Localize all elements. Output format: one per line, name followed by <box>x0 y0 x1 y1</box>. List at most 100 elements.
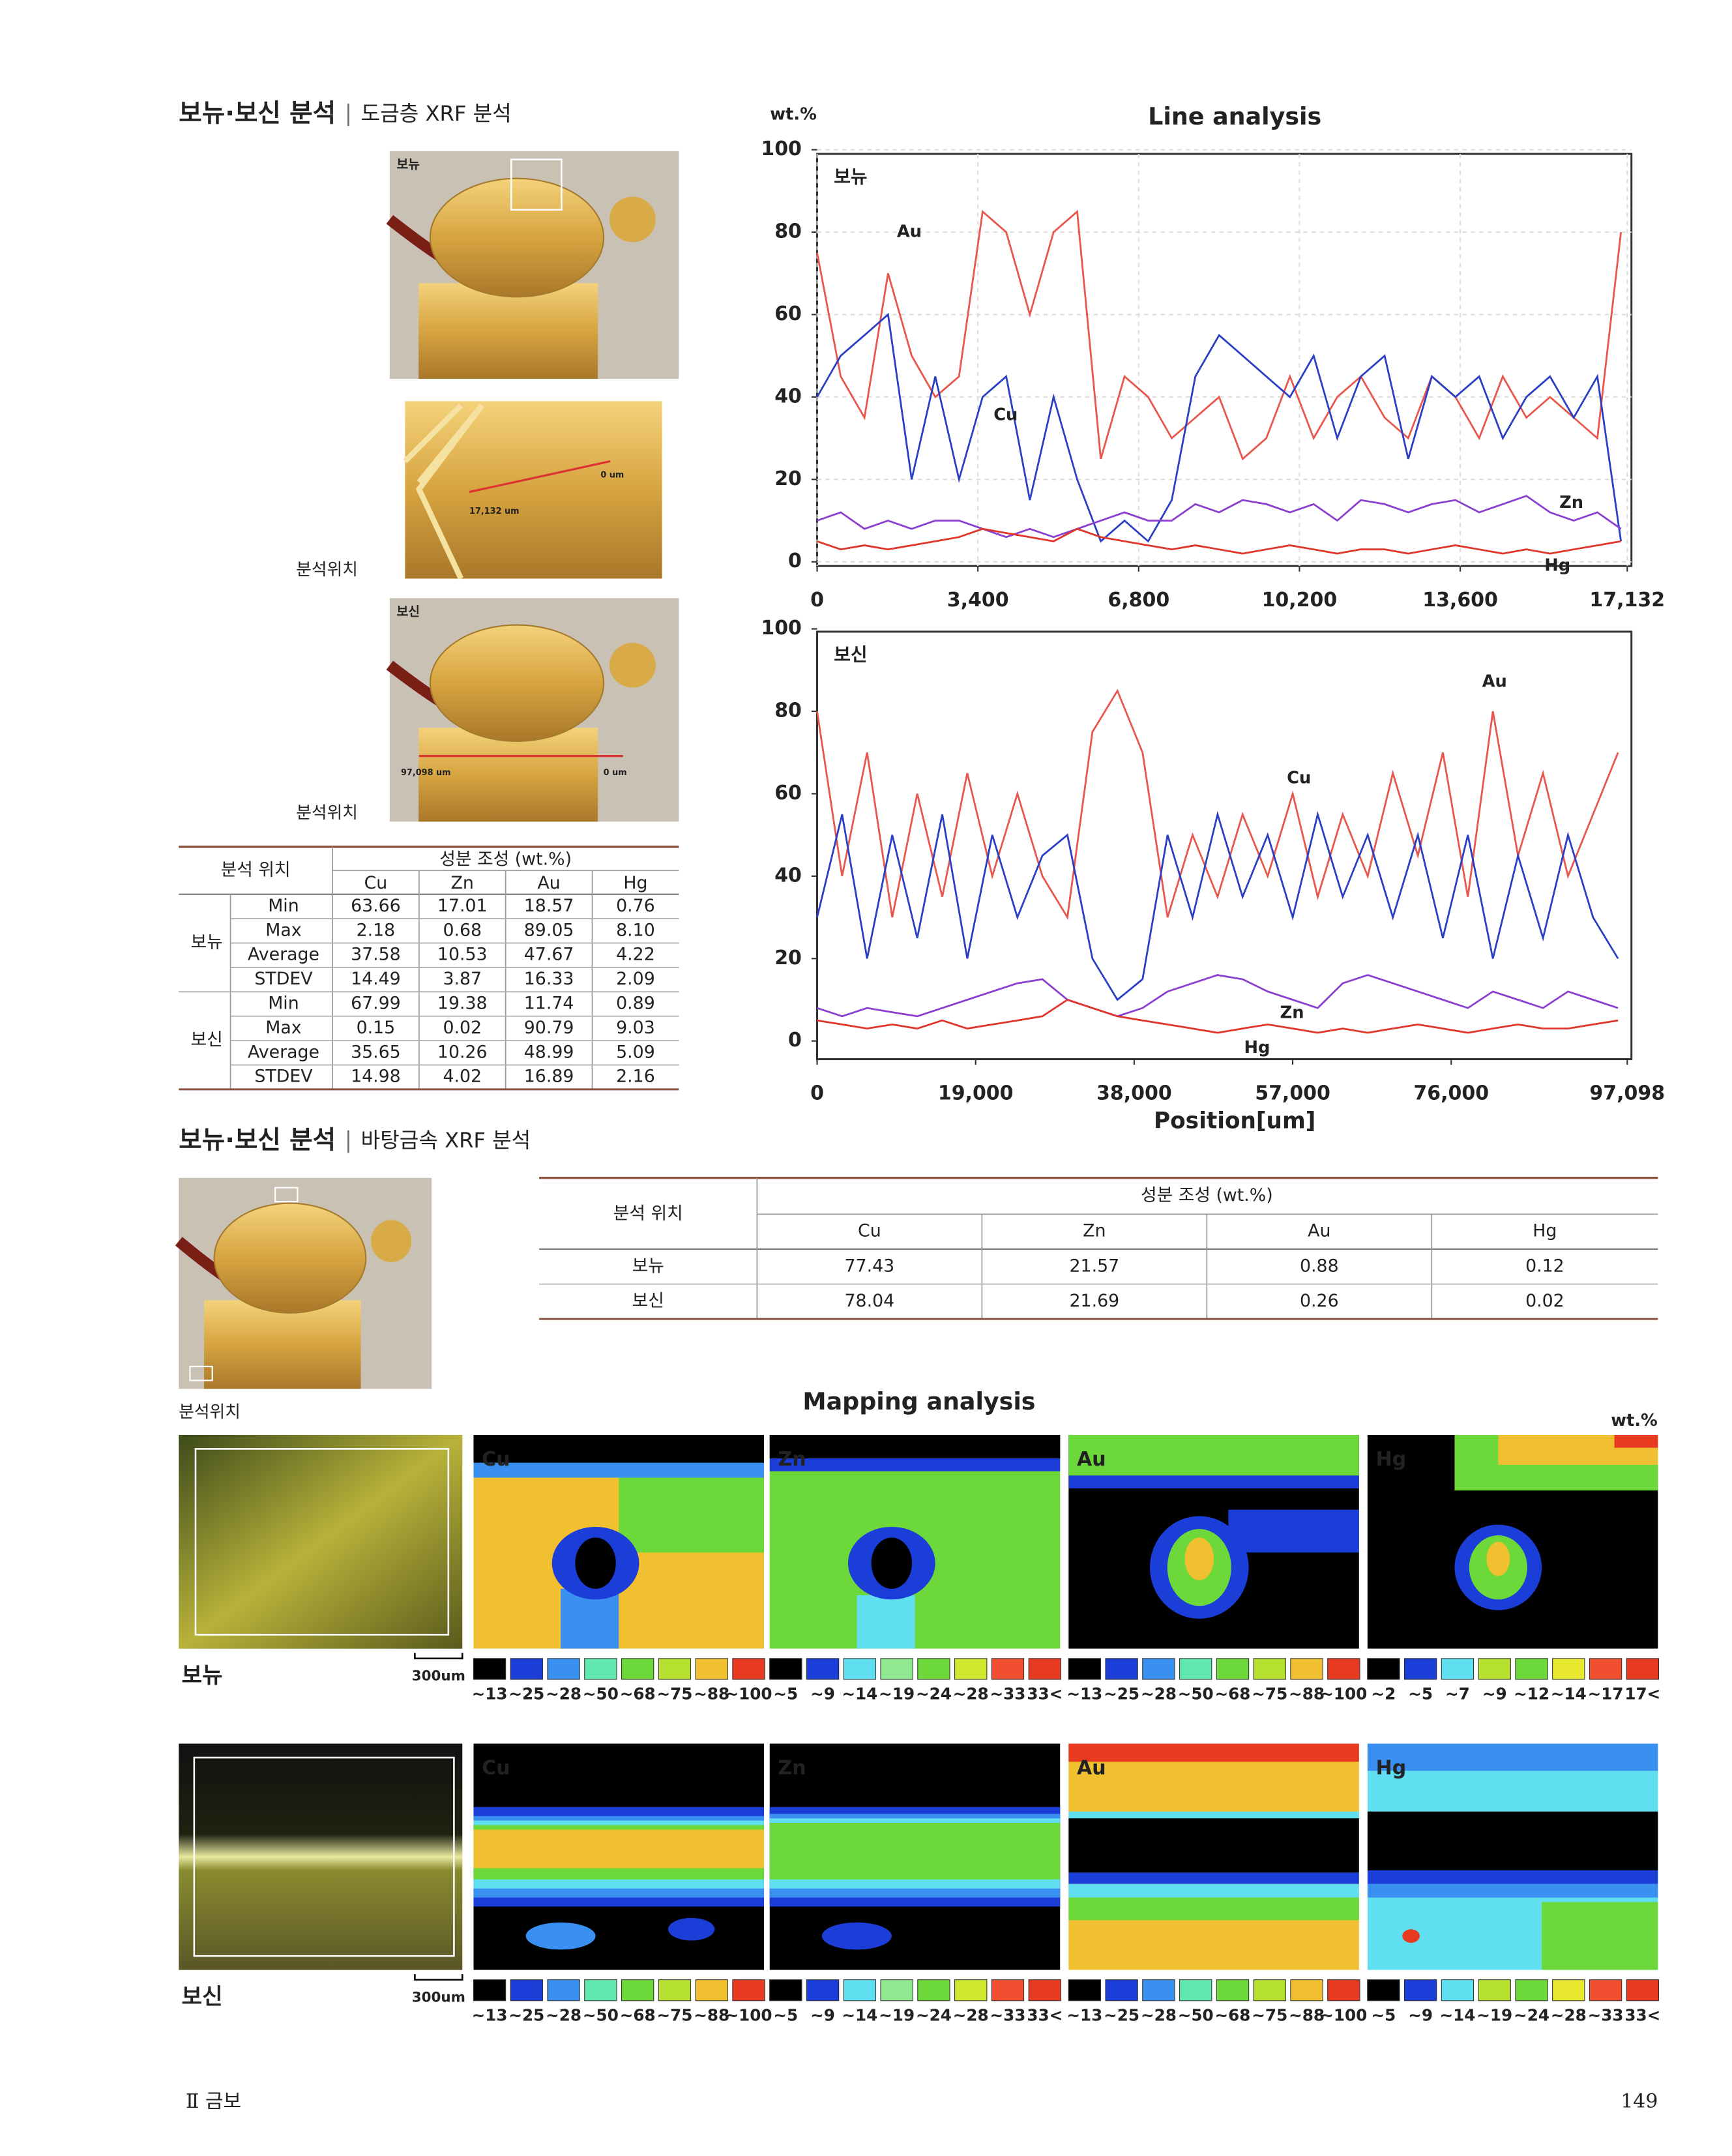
turtle-head <box>609 643 656 688</box>
x-tick-label: 13,600 <box>1422 589 1498 612</box>
legend-label: ~28 <box>546 1685 581 1704</box>
table-cell: 8.10 <box>616 920 655 940</box>
legend-swatch <box>621 1658 654 1680</box>
legend-label: ~88 <box>1289 2005 1325 2024</box>
legend-swatch <box>584 1658 617 1680</box>
analysis-box <box>274 1187 299 1203</box>
legend-swatch <box>1552 1658 1585 1680</box>
legend-label: ~68 <box>1215 2005 1251 2024</box>
map-region <box>575 1537 616 1589</box>
series-label: Cu <box>1287 768 1311 788</box>
analysis-box <box>189 1365 213 1381</box>
element-label: Hg <box>1376 1448 1407 1471</box>
table-cell: Average <box>248 1042 319 1062</box>
series-line <box>817 974 1619 1018</box>
shell-ridge <box>403 403 484 580</box>
legend-swatch <box>991 1658 1025 1680</box>
legend-label: ~28 <box>1141 2005 1177 2024</box>
table-cell: 35.65 <box>351 1042 401 1062</box>
legend-label: ~19 <box>879 2005 915 2024</box>
legend-swatch <box>1105 1979 1138 2001</box>
x-tick-label: 17,132 <box>1589 589 1665 612</box>
turtle-head <box>609 196 656 243</box>
table-cell: 0.15 <box>357 1018 396 1038</box>
x-tick-label: 76,000 <box>1413 1082 1489 1105</box>
legend-swatch <box>1589 1658 1622 1680</box>
legend-label: 17< <box>1624 1685 1660 1704</box>
legend-swatch <box>584 1979 617 2001</box>
turtle-head <box>371 1220 412 1263</box>
table-cell: 4.02 <box>443 1067 482 1087</box>
series-label: Au <box>1482 672 1507 692</box>
legend-swatch <box>1142 1658 1175 1680</box>
table-header: Cu <box>858 1221 881 1241</box>
section-title: 보뉴·보신 분석 <box>179 99 336 128</box>
x-tick-label: 3,400 <box>947 589 1009 612</box>
legend-swatch <box>1068 1658 1102 1680</box>
seal-base <box>204 1300 361 1389</box>
legend-label: ~5 <box>1408 1685 1433 1704</box>
legend-swatch <box>1179 1979 1212 2001</box>
legend-label: ~24 <box>1514 2005 1549 2024</box>
micrograph <box>179 1743 463 1970</box>
series-label: Au <box>897 222 922 242</box>
element-label: Cu <box>482 1448 510 1471</box>
legend-label: ~50 <box>1178 1685 1214 1704</box>
table-header: Zn <box>451 873 474 893</box>
seal-base <box>418 728 598 822</box>
table-header: Zn <box>1083 1221 1106 1241</box>
legend-swatch <box>621 1979 654 2001</box>
map-region <box>619 1477 765 1553</box>
table-cell: 78.04 <box>845 1291 895 1311</box>
legend-label: ~9 <box>1482 1685 1507 1704</box>
analysis-line <box>469 460 611 494</box>
legend-label: ~25 <box>508 2005 544 2024</box>
y-tick-label: 80 <box>774 700 802 722</box>
map-region <box>1228 1509 1359 1553</box>
series-label: Zn <box>1280 1003 1304 1022</box>
section-subtitle: 바탕금속 XRF 분석 <box>361 1128 531 1153</box>
table-group: 보뉴 <box>191 932 223 952</box>
element-label: Au <box>1077 1757 1106 1780</box>
table-cell: Max <box>265 1018 301 1038</box>
legend-swatch <box>806 1658 840 1680</box>
map-panel <box>1367 1743 1658 1970</box>
legend-label: ~2 <box>1371 1685 1396 1704</box>
y-tick-label: 40 <box>774 864 802 887</box>
legend-swatch <box>1105 1658 1138 1680</box>
legend-swatch <box>1478 1979 1511 2001</box>
table-cell: 77.43 <box>845 1256 895 1276</box>
table-cell: Min <box>268 993 299 1013</box>
table-cell: 보뉴 <box>632 1256 664 1276</box>
legend-label: ~88 <box>694 2005 729 2024</box>
panel-label: 보신 <box>834 643 867 665</box>
map-region <box>1402 1929 1420 1943</box>
y-axis-label: wt.% <box>770 105 817 125</box>
legend-swatch <box>843 1658 877 1680</box>
legend-swatch <box>732 1658 765 1680</box>
table-cell: STDEV <box>254 1067 313 1087</box>
table-cell: 18.57 <box>524 896 574 916</box>
map-region <box>769 1823 1061 1880</box>
panel-label: 보뉴 <box>834 166 867 188</box>
legend-label: ~14 <box>842 1685 877 1704</box>
legend-swatch <box>695 1979 728 2001</box>
table-cell: 4.22 <box>616 945 655 965</box>
legend-label: ~25 <box>1104 1685 1139 1704</box>
legend-swatch <box>510 1979 543 2001</box>
scale-label: 300um <box>412 1989 465 2005</box>
series-line <box>817 998 1619 1034</box>
legend-label: ~19 <box>1476 2005 1512 2024</box>
series-label: Hg <box>1244 1038 1270 1057</box>
table-cell: 16.33 <box>524 969 574 989</box>
map-panel <box>1367 1434 1658 1649</box>
legend-swatch <box>954 1979 988 2001</box>
x-tick-label: 10,200 <box>1262 589 1338 612</box>
legend-swatch <box>1626 1979 1660 2001</box>
section-subtitle: 도금층 XRF 분석 <box>361 101 512 126</box>
micrograph-frame <box>194 1448 450 1636</box>
legend-label: ~19 <box>879 1685 915 1704</box>
location-label: 분석위치 <box>296 560 358 580</box>
